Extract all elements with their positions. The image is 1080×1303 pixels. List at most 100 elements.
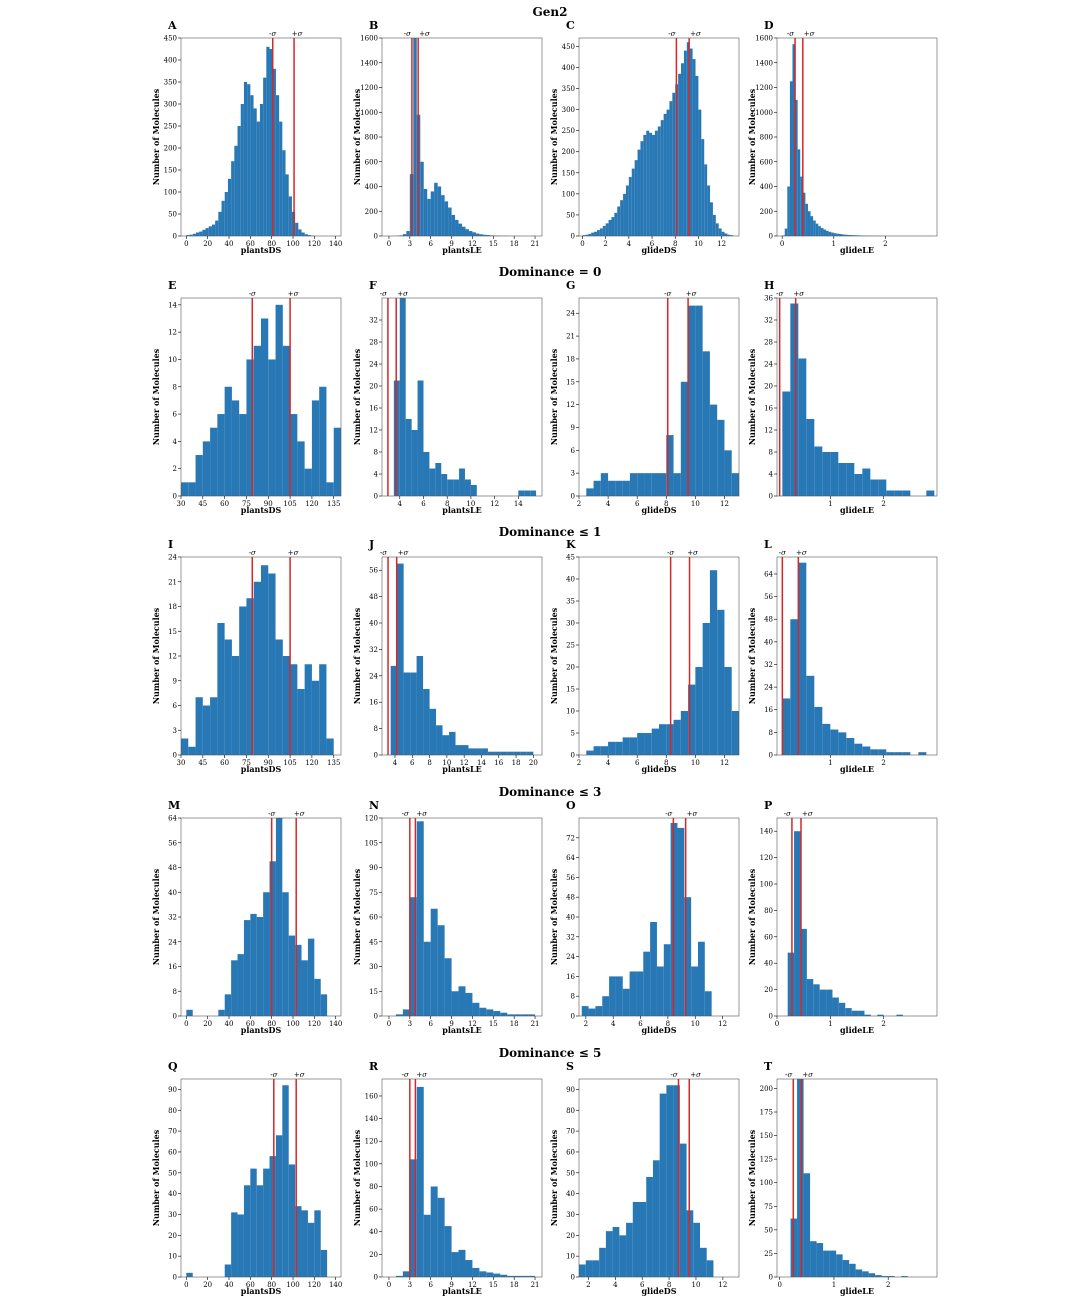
y-tick-label: 3 [571,470,575,478]
histogram-bar [521,1275,529,1277]
y-tick-label: 2 [173,465,177,473]
histogram-bar [486,1272,494,1277]
histogram-bar [688,684,696,755]
x-tick-label: 20 [529,759,538,767]
x-tick-label: 6 [640,1281,645,1289]
y-tick-label: 150 [164,167,177,175]
histogram-bar [826,230,829,236]
histogram-bar [831,232,834,236]
histogram-bar [319,386,327,496]
histogram-bar [481,748,488,755]
x-tick-label: 75 [242,500,251,508]
histogram-bar [282,150,286,236]
histogram-bar [888,1276,895,1277]
plus-sigma-label: +σ [804,30,815,38]
y-tick-label: 200 [365,208,378,216]
histogram-bar [855,1269,863,1277]
histogram-bar [253,581,261,755]
histogram-bar [724,667,732,755]
y-tick-label: 35 [566,598,575,606]
y-tick-label: 20 [566,1232,575,1240]
histogram-bar [256,121,260,236]
histogram-bar [836,233,839,236]
x-tick-label: 120 [308,240,321,248]
histogram-bar [459,468,465,496]
x-tick-label: 20 [203,1281,212,1289]
histogram-bar [500,1274,508,1277]
histogram-bar [637,473,645,496]
histogram-bar [474,748,482,755]
plot-frame [180,297,342,497]
histogram-bar [810,1241,817,1277]
histogram-bar [646,130,650,236]
x-tick-label: 6 [428,240,433,248]
histogram-bar [842,1260,850,1277]
y-tick-label: 40 [369,1228,378,1236]
y-tick-label: 50 [764,1226,773,1234]
histogram-bar [441,474,448,496]
x-tick-label: 6 [428,1020,433,1028]
panel-letter-s: S [566,1060,574,1073]
y-tick-label: 10 [566,1253,575,1261]
histogram-bar [615,741,623,755]
x-tick-label: 2 [881,1020,885,1028]
y-tick-label: 75 [764,1203,773,1211]
histogram-bar [451,214,456,236]
histogram-bar [402,234,407,236]
histogram-bar [295,944,302,1016]
histogram-bar [697,941,705,1016]
x-tick-label: 80 [267,1020,276,1028]
histogram-bar [434,182,438,236]
histogram-bar [231,656,240,755]
histogram-bar [224,1264,232,1277]
histogram-bar [679,1143,687,1277]
x-tick-label: 1 [828,500,832,508]
histogram-bar [266,46,270,236]
histogram-bar [709,570,718,755]
histogram-bar [629,473,638,496]
y-axis-label: Number of Molecules [352,868,362,965]
histogram-bar [307,235,312,236]
plot-frame [180,1078,342,1278]
histogram-bar [782,235,785,236]
histogram-bar [240,104,244,236]
y-tick-label: 21 [168,578,177,586]
histogram-bar [263,77,267,236]
histogram-bar [455,219,459,236]
y-tick-label: 15 [369,988,378,996]
x-tick-label: 30 [177,759,186,767]
histogram-bar [878,749,887,755]
y-tick-label: 12 [369,427,378,435]
histogram-bar [514,1014,522,1016]
y-tick-label: 16 [764,405,773,413]
x-tick-label: 0 [387,1281,391,1289]
y-tick-label: 56 [369,567,378,575]
histogram-bar [224,639,232,755]
histogram-bar [810,216,814,236]
x-tick-label: 135 [327,759,340,767]
y-tick-label: 140 [760,828,773,836]
histogram-bar [813,220,816,236]
histogram-bar [854,235,857,236]
x-tick-label: 15 [489,240,498,248]
y-tick-label: 16 [566,973,575,981]
x-tick-label: 2 [586,1281,590,1289]
histogram-bar [403,672,411,755]
y-tick-label: 0 [769,752,773,760]
histogram-bar [608,480,616,496]
histogram-bar [250,95,254,236]
histogram-bar [399,298,406,496]
histogram-bar [596,230,600,236]
histogram-bar [297,689,305,755]
histogram-bar [275,639,283,755]
x-tick-label: 60 [220,500,229,508]
row-title: Dominance ≤ 5 [499,1046,602,1060]
y-tick-label: 20 [168,1232,177,1240]
histogram-bar [210,427,218,496]
histogram-bar [875,1275,882,1277]
histogram-bar [427,198,431,237]
x-tick-label: 60 [220,759,229,767]
histogram-bar [397,563,404,755]
histogram-bar [614,212,618,236]
x-tick-label: 140 [329,1020,342,1028]
